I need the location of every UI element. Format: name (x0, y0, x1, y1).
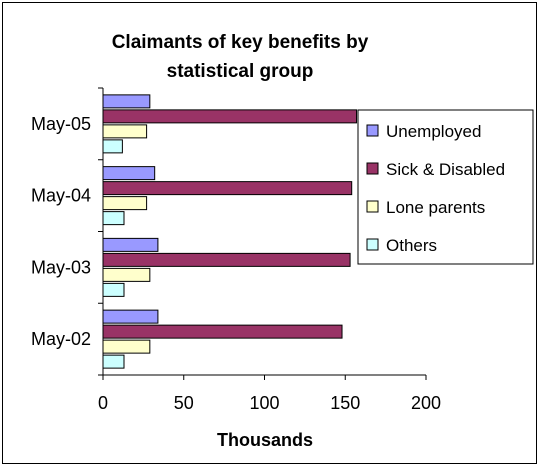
bar-lone-parents-may-04 (102, 196, 148, 211)
bar-lone-parents-may-05 (102, 124, 148, 139)
x-axis-title: Thousands (217, 430, 313, 450)
plot-area (102, 94, 358, 369)
legend: Unemployed Sick & Disabled Lone parents Oth… (357, 109, 534, 265)
bar-others-may-03 (102, 282, 125, 297)
legend-swatch-sick-disabled (366, 162, 379, 175)
legend-swatch-lone-parents (366, 200, 379, 213)
legend-label: Sick & Disabled (386, 160, 505, 179)
x-tick-label: 0 (98, 393, 108, 413)
chart-title-line-2: statistical group (167, 61, 314, 82)
x-tick-label: 50 (174, 393, 194, 413)
bar-unemployed-may-03 (102, 237, 159, 252)
bar-others-may-05 (102, 139, 123, 154)
x-tick-label: 150 (330, 393, 360, 413)
y-tick-label: May-03 (31, 257, 91, 277)
legend-box (357, 109, 534, 265)
bar-sick-disabled-may-05 (102, 109, 358, 124)
legend-label: Lone parents (386, 198, 485, 217)
axes: May-05 May-04 May-03 May-02 0 50 100 150 200 (31, 87, 441, 413)
bar-others-may-02 (102, 354, 125, 369)
bar-unemployed-may-04 (102, 166, 156, 181)
bar-sick-disabled-may-03 (102, 252, 351, 267)
chart-title-line-1: Claimants of key benefits by (112, 32, 369, 53)
y-tick-label: May-05 (31, 114, 91, 134)
bar-others-may-04 (102, 211, 125, 226)
bar-lone-parents-may-02 (102, 339, 151, 354)
legend-swatch-others (366, 238, 379, 251)
y-tick-label: May-04 (31, 186, 91, 206)
bar-lone-parents-may-03 (102, 267, 151, 282)
y-tick-label: May-02 (31, 329, 91, 349)
bar-unemployed-may-05 (102, 94, 151, 109)
legend-label: Others (386, 236, 437, 255)
legend-swatch-unemployed (366, 124, 379, 137)
bar-sick-disabled-may-02 (102, 324, 343, 339)
bar-unemployed-may-02 (102, 309, 159, 324)
legend-label: Unemployed (386, 122, 481, 141)
x-tick-label: 100 (249, 393, 279, 413)
bar-sick-disabled-may-04 (102, 181, 353, 196)
x-tick-label: 200 (411, 393, 441, 413)
